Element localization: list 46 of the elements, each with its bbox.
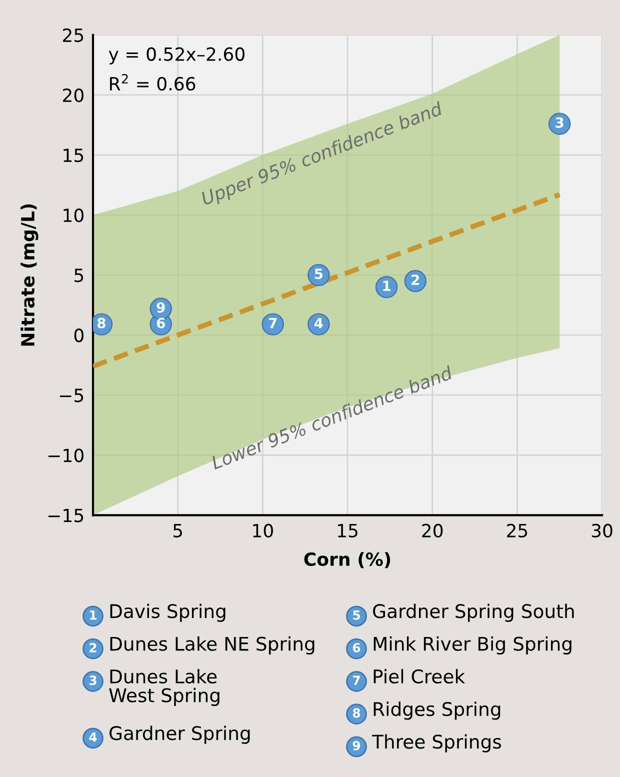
y-tick-label: 15 — [64, 148, 84, 162]
annotation: 5 — [314, 268, 323, 280]
x-tick-label: 25 — [507, 524, 528, 538]
x-axis-title: Corn (%) — [304, 552, 390, 568]
y-tick-label: 25 — [63, 28, 84, 42]
y-tick-label: 10 — [64, 208, 84, 222]
annotation: 2 — [412, 274, 420, 285]
text: 7 — [352, 676, 360, 685]
text: 4 — [89, 732, 97, 742]
x-tick-label: 10 — [253, 524, 273, 538]
annotation: 7 — [268, 318, 277, 328]
legend-label: Dunes Lake West Spring — [109, 668, 220, 706]
text: 5 — [353, 610, 360, 620]
x-tick-label: 20 — [422, 524, 443, 538]
legend-label: Gardner Spring South — [373, 604, 574, 622]
text: 9 — [352, 740, 360, 750]
legend-label: Three Springs — [372, 734, 502, 752]
y-axis-title: Nitrate (mg/L) — [20, 204, 38, 346]
text: 6 — [352, 642, 360, 652]
x-tick-label: 30 — [592, 524, 612, 538]
y-tick-label: −15 — [48, 508, 84, 522]
y-tick-label: 20 — [63, 88, 84, 102]
legend-label: Dunes Lake NE Spring — [110, 636, 314, 655]
y-tick-label: 5 — [74, 268, 84, 282]
legend-label: Davis Spring — [110, 604, 226, 622]
annotation: 3 — [556, 117, 564, 128]
text: 3 — [89, 676, 96, 686]
annotation: 8 — [98, 318, 106, 328]
y-tick-label: −5 — [60, 388, 84, 402]
legend-label: Ridges Spring — [374, 702, 500, 720]
x-tick-label: 15 — [338, 524, 358, 538]
annotation: R$^{2}$ = 0.66 — [110, 74, 196, 91]
annotation: 6 — [156, 318, 165, 328]
x-tick-label: 5 — [173, 524, 182, 538]
text: 2 — [90, 642, 96, 652]
annotation: 4 — [314, 318, 323, 328]
annotation: 1 — [383, 280, 390, 291]
legend-label: Mink River Big Spring — [374, 636, 572, 655]
annotation: 9 — [156, 302, 165, 313]
annotation: y = 0.52x–2.60 — [108, 47, 244, 64]
legend-label: Piel Creek — [374, 668, 466, 684]
text: 8 — [352, 708, 360, 718]
text: 1 — [90, 610, 96, 620]
y-tick-label: −10 — [48, 448, 84, 462]
y-tick-label: 0 — [74, 328, 84, 342]
legend-label: Gardner Spring — [110, 726, 250, 744]
